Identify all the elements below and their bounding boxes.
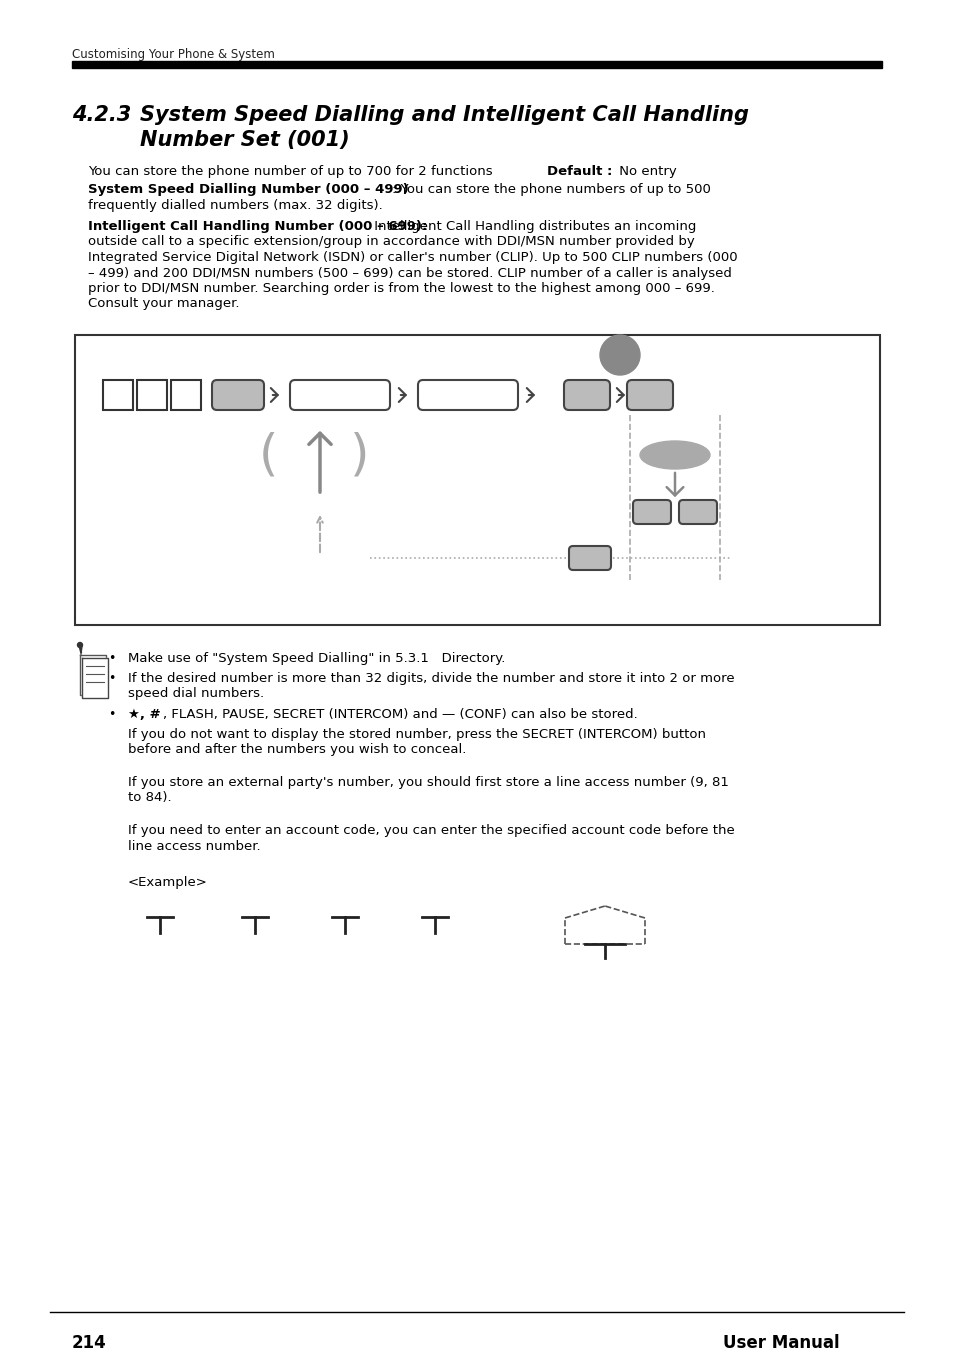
FancyBboxPatch shape — [417, 380, 517, 409]
Text: If the desired number is more than 32 digits, divide the number and store it int: If the desired number is more than 32 di… — [128, 671, 734, 685]
Text: before and after the numbers you wish to conceal.: before and after the numbers you wish to… — [128, 743, 466, 757]
Text: Make use of "System Speed Dialling" in 5.3.1   Directory.: Make use of "System Speed Dialling" in 5… — [128, 653, 505, 665]
Circle shape — [599, 335, 639, 376]
FancyBboxPatch shape — [212, 380, 264, 409]
Bar — [137, 380, 167, 409]
Text: Consult your manager.: Consult your manager. — [88, 297, 239, 311]
Text: outside call to a specific extension/group in accordance with DDI/MSN number pro: outside call to a specific extension/gro… — [88, 235, 694, 249]
Text: ★, #: ★, # — [128, 708, 160, 721]
Text: Customising Your Phone & System: Customising Your Phone & System — [71, 49, 274, 61]
Bar — [171, 380, 201, 409]
Text: 4.2.3: 4.2.3 — [71, 105, 132, 126]
Bar — [103, 380, 132, 409]
Text: •: • — [108, 708, 115, 721]
Text: User Manual: User Manual — [722, 1333, 840, 1351]
Text: 214: 214 — [71, 1333, 107, 1351]
Text: No entry: No entry — [615, 165, 676, 178]
Text: You can store the phone number of up to 700 for 2 functions: You can store the phone number of up to … — [88, 165, 497, 178]
FancyBboxPatch shape — [563, 380, 609, 409]
FancyBboxPatch shape — [290, 380, 390, 409]
Text: prior to DDI/MSN number. Searching order is from the lowest to the highest among: prior to DDI/MSN number. Searching order… — [88, 282, 714, 295]
Text: Intelligent Call Handling Number (000 – 699):: Intelligent Call Handling Number (000 – … — [88, 220, 427, 232]
Text: System Speed Dialling and Intelligent Call Handling: System Speed Dialling and Intelligent Ca… — [140, 105, 748, 126]
FancyBboxPatch shape — [626, 380, 672, 409]
Text: •: • — [108, 653, 115, 665]
Text: Default :: Default : — [546, 165, 612, 178]
Text: : You can store the phone numbers of up to 500: : You can store the phone numbers of up … — [392, 182, 710, 196]
Text: to 84).: to 84). — [128, 792, 172, 804]
Bar — [75, 335, 879, 626]
Text: frequently dialled numbers (max. 32 digits).: frequently dialled numbers (max. 32 digi… — [88, 199, 382, 212]
Ellipse shape — [639, 440, 709, 469]
FancyBboxPatch shape — [633, 500, 670, 524]
Text: If you do not want to display the stored number, press the SECRET (INTERCOM) but: If you do not want to display the stored… — [128, 728, 705, 740]
Text: , FLASH, PAUSE, SECRET (INTERCOM) and — (CONF) can also be stored.: , FLASH, PAUSE, SECRET (INTERCOM) and — … — [163, 708, 638, 721]
Circle shape — [77, 643, 82, 647]
Text: Number Set (001): Number Set (001) — [140, 130, 349, 150]
FancyBboxPatch shape — [568, 546, 610, 570]
Text: Intelligent Call Handling distributes an incoming: Intelligent Call Handling distributes an… — [370, 220, 696, 232]
FancyBboxPatch shape — [679, 500, 717, 524]
Text: speed dial numbers.: speed dial numbers. — [128, 688, 264, 701]
Text: System Speed Dialling Number (000 – 499): System Speed Dialling Number (000 – 499) — [88, 182, 408, 196]
Text: ): ) — [350, 431, 370, 480]
Text: If you need to enter an account code, you can enter the specified account code b: If you need to enter an account code, yo… — [128, 824, 734, 838]
Text: If you store an external party's number, you should first store a line access nu: If you store an external party's number,… — [128, 775, 728, 789]
Text: •: • — [108, 671, 115, 685]
Polygon shape — [80, 655, 106, 694]
Text: Integrated Service Digital Network (ISDN) or caller's number (CLIP). Up to 500 C: Integrated Service Digital Network (ISDN… — [88, 251, 737, 263]
Bar — [71, 61, 882, 68]
Text: – 499) and 200 DDI/MSN numbers (500 – 699) can be stored. CLIP number of a calle: – 499) and 200 DDI/MSN numbers (500 – 69… — [88, 266, 731, 280]
Text: (: ( — [258, 431, 277, 480]
Text: line access number.: line access number. — [128, 839, 260, 852]
Text: <Example>: <Example> — [128, 875, 208, 889]
Polygon shape — [82, 658, 108, 698]
